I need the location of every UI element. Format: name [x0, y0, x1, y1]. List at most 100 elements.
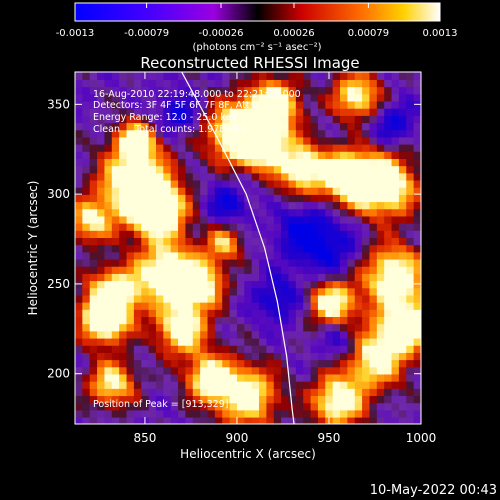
heatmap-cell [141, 165, 150, 174]
heatmap-cell [288, 115, 297, 124]
heatmap-cell [155, 323, 164, 332]
heatmap-cell [236, 100, 245, 109]
heatmap-cell [347, 373, 356, 382]
heatmap-cell [303, 294, 312, 303]
heatmap-cell [185, 337, 194, 346]
heatmap-cell [200, 337, 209, 346]
heatmap-cell [126, 309, 135, 318]
heatmap-cell [340, 107, 348, 116]
heatmap-cell [303, 179, 312, 188]
heatmap-cell [222, 72, 231, 80]
heatmap-cell [266, 107, 275, 116]
heatmap-cell [222, 344, 231, 353]
heatmap-cell [295, 158, 304, 167]
heatmap-cell [126, 194, 135, 203]
heatmap-cell [295, 409, 304, 418]
heatmap-cell [214, 380, 223, 389]
heatmap-cell [295, 352, 304, 361]
heatmap-cell [354, 86, 363, 95]
heatmap-cell [126, 222, 135, 231]
heatmap-cell [111, 201, 120, 210]
heatmap-cell [332, 373, 341, 382]
heatmap-cell [104, 402, 113, 411]
heatmap-cell [347, 136, 356, 145]
heatmap-cell [266, 330, 275, 339]
heatmap-cell [207, 280, 216, 289]
heatmap-cell [362, 409, 371, 418]
heatmap-cell [362, 323, 371, 332]
heatmap-cell [236, 309, 245, 318]
heatmap-cell [384, 388, 393, 397]
heatmap-cell [259, 151, 268, 159]
heatmap-cell [369, 258, 378, 267]
heatmap-cell [266, 186, 275, 195]
heatmap-cell [148, 265, 157, 274]
heatmap-cell [288, 273, 297, 282]
heatmap-cell [119, 201, 128, 210]
heatmap-cell [406, 258, 415, 267]
heatmap-cell [82, 129, 91, 138]
heatmap-cell [310, 244, 319, 253]
heatmap-cell [163, 265, 172, 274]
heatmap-cell [104, 107, 113, 116]
heatmap-cell [317, 237, 326, 246]
heatmap-cell [244, 323, 253, 332]
heatmap-cell [398, 115, 407, 124]
heatmap-cell [281, 309, 290, 318]
heatmap-cell [82, 222, 91, 231]
heatmap-cell [111, 395, 120, 404]
heatmap-cell [163, 344, 172, 353]
heatmap-cell [288, 287, 297, 296]
heatmap-cell [82, 122, 91, 131]
heatmap-cell [406, 79, 415, 88]
heatmap-cell [303, 208, 312, 217]
heatmap-cell [229, 402, 238, 411]
heatmap-cell [111, 366, 120, 375]
heatmap-cell [111, 273, 120, 282]
heatmap-cell [104, 158, 113, 167]
heatmap-cell [170, 129, 179, 138]
heatmap-cell [192, 215, 201, 224]
heatmap-cell [384, 265, 393, 274]
heatmap-cell [178, 79, 187, 88]
heatmap-cell [82, 395, 91, 404]
heatmap-cell [185, 194, 194, 203]
heatmap-cell [398, 280, 407, 289]
heatmap-cell [259, 309, 268, 318]
heatmap-cell [303, 100, 312, 109]
heatmap-cell [185, 301, 194, 310]
heatmap-cell [259, 251, 268, 260]
heatmap-cell [111, 251, 120, 260]
heatmap-cell [200, 194, 209, 203]
heatmap-cell [332, 165, 341, 174]
heatmap-cell [236, 201, 245, 210]
heatmap-cell [207, 179, 216, 188]
heatmap-cell [207, 151, 216, 159]
heatmap-cell [75, 165, 83, 174]
heatmap-cell [325, 366, 334, 375]
heatmap-cell [244, 301, 253, 310]
heatmap-cell [325, 380, 334, 389]
heatmap-cell [406, 72, 415, 80]
solar-limb-line [181, 72, 295, 424]
heatmap-cell [398, 158, 407, 167]
heatmap-cell [259, 215, 268, 224]
heatmap-cell [295, 151, 304, 159]
heatmap-cell [303, 416, 312, 424]
heatmap-cell [75, 244, 83, 253]
heatmap-cell [398, 79, 407, 88]
heatmap-cell [251, 208, 260, 217]
heatmap-cell [111, 309, 120, 318]
heatmap-cell [288, 72, 297, 80]
heatmap-cell [391, 388, 400, 397]
heatmap-cell [325, 301, 334, 310]
heatmap-cell [200, 395, 209, 404]
heatmap-cell [340, 309, 348, 318]
heatmap-cell [170, 237, 179, 246]
heatmap-cell [369, 337, 378, 346]
heatmap-cell [163, 309, 172, 318]
heatmap-cell [281, 395, 290, 404]
heatmap-cell [214, 222, 223, 231]
heatmap-cell [384, 309, 393, 318]
heatmap-cell [325, 337, 334, 346]
